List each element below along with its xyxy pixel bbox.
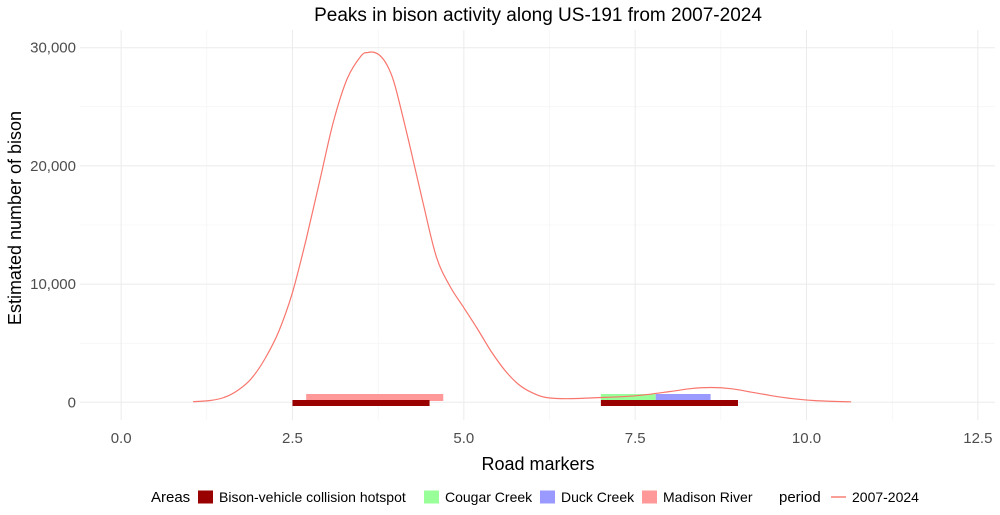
x-tick-label: 10.0	[792, 430, 821, 447]
chart-title: Peaks in bison activity along US-191 fro…	[314, 5, 762, 26]
x-tick-label: 2.5	[282, 430, 303, 447]
x-tick-label: 0.0	[111, 430, 132, 447]
x-tick-label: 7.5	[625, 430, 646, 447]
legend-key	[198, 491, 213, 504]
legend-label: Bison-vehicle collision hotspot	[219, 489, 406, 505]
y-tick-label: 10,000	[30, 276, 76, 293]
legend-label: Duck Creek	[561, 489, 635, 505]
y-axis-label: Estimated number of bison	[5, 111, 25, 325]
area-segment	[306, 394, 443, 401]
area-segment	[601, 400, 738, 406]
series-lines	[193, 52, 851, 402]
x-tick-labels: 0.0 2.5 5.0 7.5 10.0 12.5	[111, 430, 993, 447]
legend-label: 2007-2024	[852, 489, 919, 505]
legend-title-period: period	[779, 489, 821, 506]
x-tick-label: 5.0	[453, 430, 474, 447]
legend-key	[424, 491, 439, 504]
y-tick-label: 30,000	[30, 40, 76, 57]
legend-label: Madison River	[663, 489, 753, 505]
area-segment	[292, 400, 429, 406]
series-line	[193, 52, 851, 402]
grid	[80, 30, 995, 420]
legend: Areas Bison-vehicle collision hotspot Coug…	[151, 489, 919, 506]
area-bars	[292, 394, 738, 406]
y-tick-label: 0	[68, 394, 76, 411]
x-axis-label: Road markers	[481, 454, 594, 474]
area-segment	[656, 394, 711, 401]
x-tick-label: 12.5	[963, 430, 992, 447]
legend-label: Cougar Creek	[445, 489, 533, 505]
legend-title-areas: Areas	[151, 489, 190, 506]
y-tick-labels: 0 10,000 20,000 30,000	[30, 40, 76, 412]
y-tick-label: 20,000	[30, 158, 76, 175]
legend-key	[642, 491, 657, 504]
legend-key	[540, 491, 555, 504]
